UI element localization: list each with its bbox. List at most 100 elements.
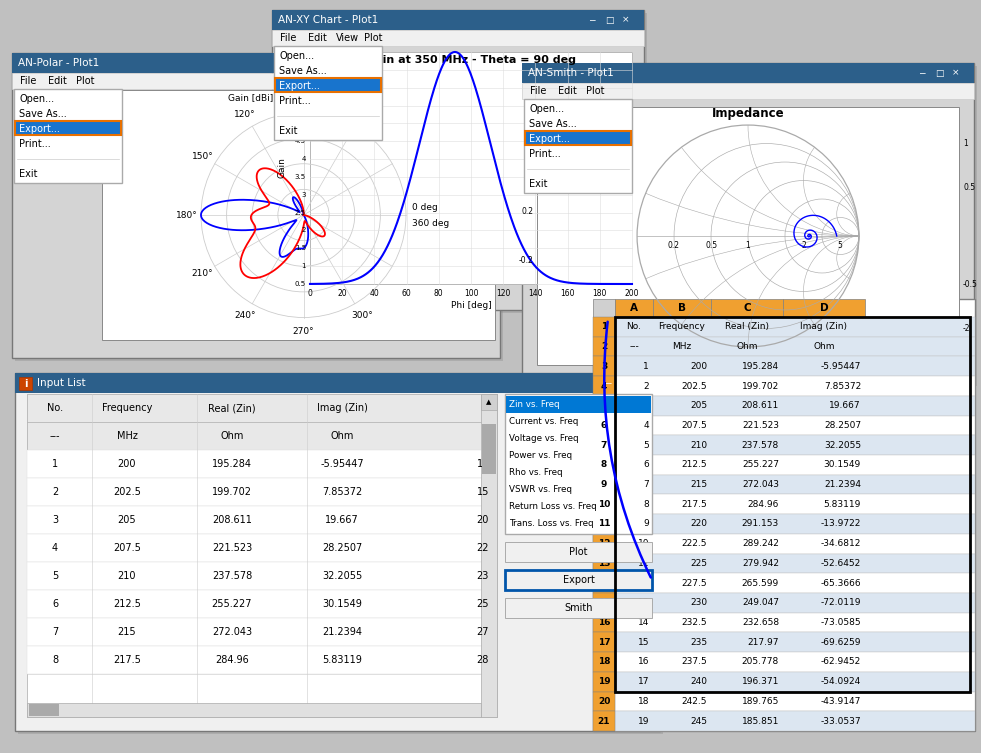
Text: 217.5: 217.5 <box>681 500 707 509</box>
Bar <box>275 13 647 313</box>
Text: 6: 6 <box>52 599 58 609</box>
Text: 6: 6 <box>644 460 649 469</box>
Bar <box>653 299 711 317</box>
Bar <box>593 474 615 495</box>
Text: -5.95447: -5.95447 <box>320 459 364 469</box>
Bar <box>593 613 615 633</box>
Text: 4: 4 <box>644 421 649 430</box>
Text: 19.667: 19.667 <box>325 515 359 525</box>
Text: 19: 19 <box>597 677 610 686</box>
Text: 6.5: 6.5 <box>295 67 306 73</box>
Bar <box>615 474 975 495</box>
Text: 150°: 150° <box>191 152 214 161</box>
Bar <box>522 63 974 383</box>
Text: 265.599: 265.599 <box>742 578 779 587</box>
Text: 207.5: 207.5 <box>113 543 141 553</box>
Text: Ohm: Ohm <box>221 431 243 441</box>
Bar <box>593 356 615 376</box>
Text: Save As...: Save As... <box>19 108 67 118</box>
Text: Current vs. Freq: Current vs. Freq <box>509 417 579 426</box>
Text: A: A <box>630 303 638 313</box>
Bar <box>615 652 975 672</box>
Bar <box>615 356 975 376</box>
Text: −: − <box>918 69 926 78</box>
Text: 208.611: 208.611 <box>212 515 252 525</box>
Text: 245: 245 <box>690 717 707 726</box>
Text: 5.83119: 5.83119 <box>322 655 362 665</box>
Bar <box>18 376 663 734</box>
Text: Input List: Input List <box>37 378 85 388</box>
Bar <box>29 704 59 716</box>
Text: 21.2394: 21.2394 <box>824 480 861 489</box>
Text: Imag (Zin): Imag (Zin) <box>800 322 848 331</box>
Text: -69.6259: -69.6259 <box>820 638 861 647</box>
Text: 195.284: 195.284 <box>742 361 779 370</box>
Text: 14: 14 <box>597 578 610 587</box>
Text: 208.611: 208.611 <box>742 401 779 410</box>
Text: 80: 80 <box>434 289 443 298</box>
Text: 0: 0 <box>308 289 312 298</box>
Text: 222.5: 222.5 <box>682 539 707 548</box>
Bar <box>593 672 615 691</box>
Text: 255.227: 255.227 <box>212 599 252 609</box>
Bar <box>14 89 122 183</box>
Text: 5.5: 5.5 <box>295 102 306 108</box>
Bar <box>27 646 497 674</box>
Text: 200: 200 <box>625 289 640 298</box>
Text: Save As...: Save As... <box>279 66 327 75</box>
Text: -13.9722: -13.9722 <box>821 520 861 529</box>
Text: 300°: 300° <box>351 312 373 320</box>
Text: 1: 1 <box>963 139 967 148</box>
Text: 221.523: 221.523 <box>742 421 779 430</box>
Bar <box>482 424 496 474</box>
Text: 1: 1 <box>52 459 58 469</box>
Text: 199.702: 199.702 <box>742 382 779 391</box>
Text: 11: 11 <box>638 559 649 568</box>
Text: Gain [dBi] at 350 MHz - Theta1 =: Gain [dBi] at 350 MHz - Theta1 = <box>229 93 379 102</box>
Bar <box>272 10 644 310</box>
Text: −: − <box>589 16 595 25</box>
Text: 291.153: 291.153 <box>742 520 779 529</box>
Text: 15: 15 <box>477 459 489 469</box>
Text: 19.667: 19.667 <box>829 401 861 410</box>
Text: Gain: Gain <box>278 157 286 178</box>
Bar <box>615 396 975 416</box>
Bar <box>593 435 615 455</box>
Text: 210°: 210° <box>192 269 214 278</box>
Text: 40: 40 <box>370 289 380 298</box>
Text: 2: 2 <box>301 227 306 233</box>
Text: 1: 1 <box>301 263 306 269</box>
Bar <box>783 299 865 317</box>
Text: MHz: MHz <box>672 342 692 351</box>
Text: 212.5: 212.5 <box>113 599 141 609</box>
Text: 230: 230 <box>690 599 707 608</box>
Text: B: B <box>678 303 686 313</box>
Bar <box>593 416 615 435</box>
Text: Exit: Exit <box>19 169 37 178</box>
Text: -54.0924: -54.0924 <box>821 677 861 686</box>
Text: 14: 14 <box>638 618 649 627</box>
Text: 7: 7 <box>644 480 649 489</box>
Text: Edit: Edit <box>48 76 67 86</box>
Bar <box>593 299 975 731</box>
Bar <box>15 373 660 393</box>
Text: AN-Polar - Plot1: AN-Polar - Plot1 <box>18 58 99 68</box>
Text: AN-XY Chart - Plot1: AN-XY Chart - Plot1 <box>278 15 379 25</box>
Text: 232.5: 232.5 <box>682 618 707 627</box>
Text: 0.2: 0.2 <box>521 207 533 216</box>
Bar <box>27 590 497 618</box>
Bar <box>615 495 975 514</box>
Text: No.: No. <box>627 322 642 331</box>
Text: Print...: Print... <box>529 148 561 158</box>
Text: ×: × <box>639 379 645 388</box>
Text: 6: 6 <box>301 84 306 90</box>
Text: 227.5: 227.5 <box>682 578 707 587</box>
Text: -65.3666: -65.3666 <box>820 578 861 587</box>
Text: Phi [deg]: Phi [deg] <box>450 301 491 310</box>
Text: 360 deg: 360 deg <box>412 218 449 227</box>
Text: 3: 3 <box>301 192 306 198</box>
Bar <box>272 30 644 46</box>
Bar <box>19 377 32 390</box>
Text: 180°: 180° <box>177 211 198 220</box>
Bar <box>615 376 975 396</box>
